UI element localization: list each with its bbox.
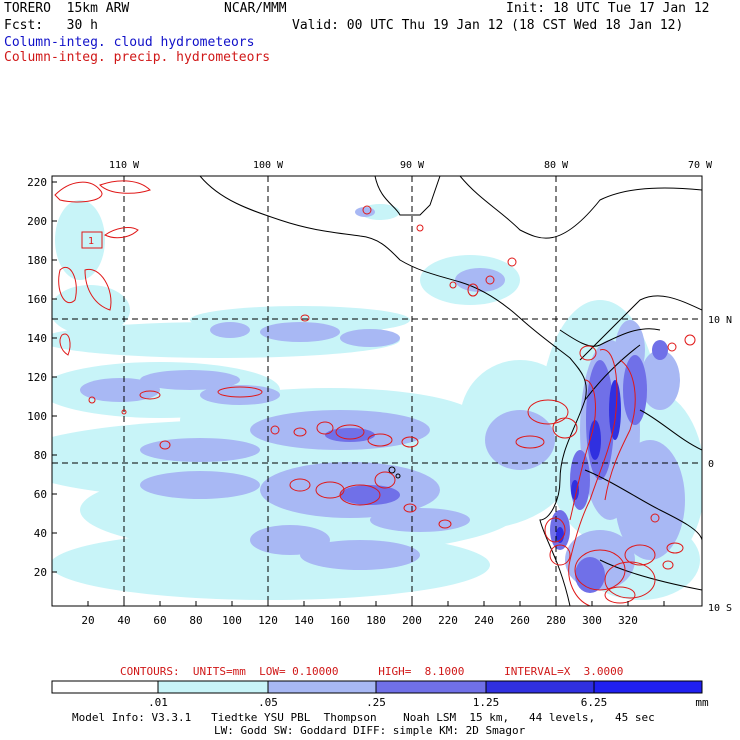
colorbar-segment bbox=[158, 681, 268, 693]
x-ticks bbox=[87, 601, 665, 606]
y-tick-label: 60 bbox=[34, 488, 47, 501]
valid-time: Valid: 00 UTC Thu 19 Jan 12 (18 CST Wed … bbox=[292, 18, 684, 33]
contour-value-label: 1 bbox=[88, 236, 94, 247]
colorbar-segment bbox=[594, 681, 702, 693]
lon-label-90w: 90 W bbox=[400, 160, 425, 171]
y-ticks bbox=[52, 181, 57, 573]
shaded-fields bbox=[52, 200, 702, 600]
x-tick-label: 100 bbox=[222, 614, 242, 627]
y-tick-label: 180 bbox=[27, 254, 47, 267]
y-tick-label: 120 bbox=[27, 371, 47, 384]
x-tick-label: 220 bbox=[438, 614, 458, 627]
y-tick-label: 140 bbox=[27, 332, 47, 345]
x-tick-label: 180 bbox=[366, 614, 386, 627]
x-tick-label: 280 bbox=[546, 614, 566, 627]
physics-info: LW: Godd SW: Goddard DIFF: simple KM: 2D… bbox=[214, 724, 526, 737]
lon-label-70w: 70 W bbox=[688, 160, 713, 171]
x-tick-label: 80 bbox=[189, 614, 202, 627]
x-tick-label: 120 bbox=[258, 614, 278, 627]
x-tick-label: 20 bbox=[81, 614, 94, 627]
colorbar bbox=[51, 680, 703, 694]
colorbar-segment bbox=[486, 681, 594, 693]
y-tick-label: 100 bbox=[27, 410, 47, 423]
contour-box bbox=[81, 231, 103, 249]
x-tick-label: 140 bbox=[294, 614, 314, 627]
y-tick-label: 160 bbox=[27, 293, 47, 306]
model-title: TORERO 15km ARW bbox=[4, 1, 130, 16]
x-tick-label: 160 bbox=[330, 614, 350, 627]
colorbar-segment bbox=[52, 681, 158, 693]
lat-label-0: 0 bbox=[708, 459, 714, 470]
x-tick-label: 300 bbox=[582, 614, 602, 627]
model-info: Model Info: V3.3.1 Tiedtke YSU PBL Thomp… bbox=[72, 711, 655, 724]
forecast-hour: Fcst: 30 h bbox=[4, 18, 98, 33]
y-tick-label: 200 bbox=[27, 215, 47, 228]
x-tick-label: 200 bbox=[402, 614, 422, 627]
x-tick-label: 240 bbox=[474, 614, 494, 627]
colorbar-label: 6.25 bbox=[581, 696, 608, 709]
field-precip-label: Column-integ. precip. hydrometeors bbox=[4, 50, 271, 65]
coastlines bbox=[199, 176, 702, 606]
latlon-grid bbox=[52, 176, 702, 606]
colorbar-label: .01 bbox=[148, 696, 168, 709]
colorbar-unit: mm bbox=[695, 696, 709, 709]
center-title: NCAR/MMM bbox=[224, 1, 287, 16]
contours-info: CONTOURS: UNITS=mm LOW= 0.10000 HIGH= 8.… bbox=[120, 665, 624, 678]
x-tick-label: 320 bbox=[618, 614, 638, 627]
lat-label-10n: 10 N bbox=[708, 315, 732, 326]
x-tick-label: 260 bbox=[510, 614, 530, 627]
plot-frame bbox=[51, 175, 703, 607]
colorbar-segment bbox=[268, 681, 376, 693]
y-tick-label: 40 bbox=[34, 527, 47, 540]
lon-label-110w: 110 W bbox=[109, 160, 140, 171]
x-tick-label: 60 bbox=[153, 614, 166, 627]
init-time: Init: 18 UTC Tue 17 Jan 12 bbox=[506, 1, 710, 16]
y-tick-label: 220 bbox=[27, 176, 47, 189]
colorbar-label: 1.25 bbox=[473, 696, 500, 709]
colorbar-label: .25 bbox=[366, 696, 386, 709]
y-tick-label: 80 bbox=[34, 449, 47, 462]
lon-label-100w: 100 W bbox=[253, 160, 284, 171]
precip-contours bbox=[54, 180, 696, 606]
y-tick-label: 20 bbox=[34, 566, 47, 579]
colorbar-label: .05 bbox=[258, 696, 278, 709]
x-tick-label: 40 bbox=[117, 614, 130, 627]
field-cloud-label: Column-integ. cloud hydrometeors bbox=[4, 35, 255, 50]
cloud-dark-fill bbox=[556, 380, 621, 543]
lat-label-10s: 10 S bbox=[708, 603, 732, 614]
lon-label-80w: 80 W bbox=[544, 160, 569, 171]
colorbar-segment bbox=[376, 681, 486, 693]
